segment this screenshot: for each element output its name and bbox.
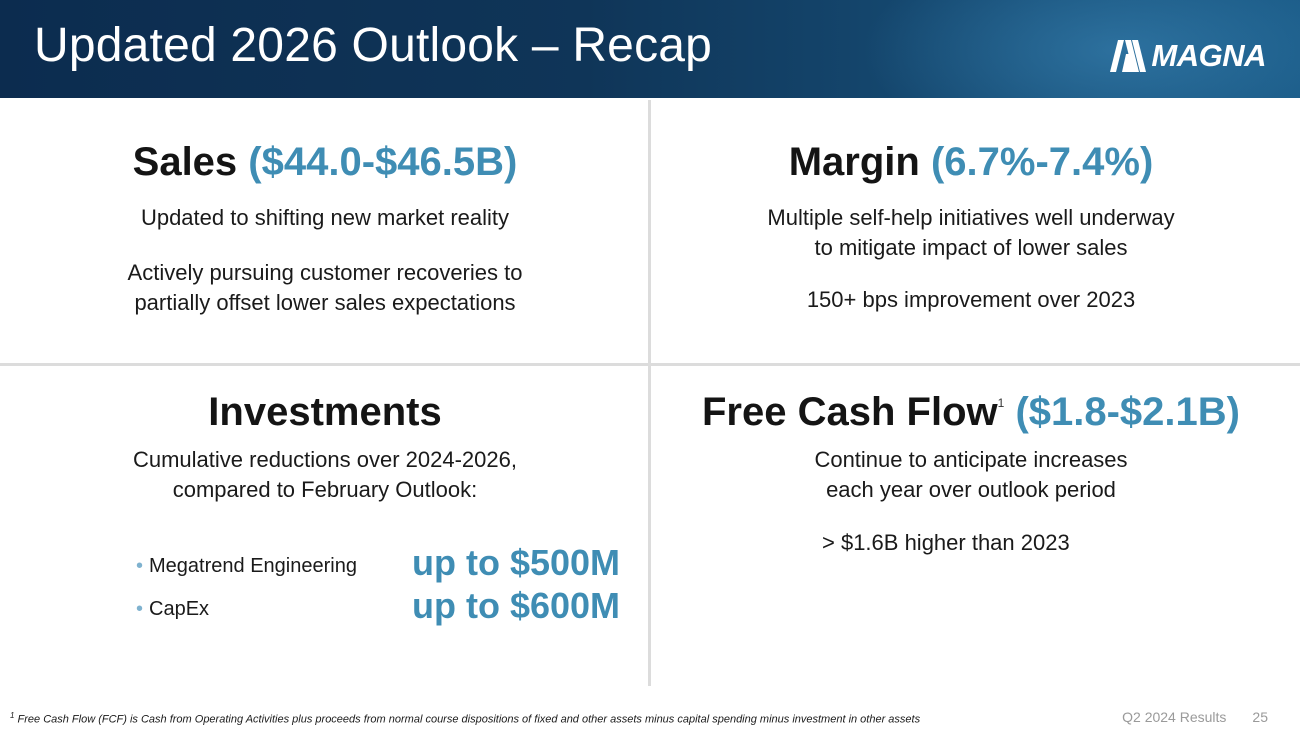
page-number: 25 — [1252, 709, 1268, 725]
sales-label: Sales — [132, 140, 238, 184]
footnote-text: Free Cash Flow (FCF) is Cash from Operat… — [17, 713, 921, 726]
fcf-heading: Free Cash Flow1 ($1.8-$2.1B) — [646, 390, 1296, 435]
bullet-icon: • — [136, 555, 144, 577]
bullet-icon: • — [136, 598, 144, 620]
item-label: Megatrend Engineering — [149, 555, 357, 577]
footnote-marker: 1 — [10, 711, 15, 720]
margin-line-1: Multiple self-help initiatives well unde… — [767, 205, 1175, 230]
sales-range: ($44.0-$46.5B) — [248, 140, 518, 184]
item-label: CapEx — [149, 598, 210, 620]
item-value: up to $600M — [412, 585, 621, 626]
margin-heading: Margin (6.7%-7.4%) — [646, 140, 1296, 185]
investments-heading: Investments — [208, 390, 442, 434]
logo-wordmark: MAGNA — [1151, 38, 1266, 73]
page-title: Updated 2026 Outlook – Recap — [34, 19, 713, 72]
sales-line-2: Actively pursuing customer recoveries to — [127, 260, 523, 285]
fcf-line-1: Continue to anticipate increases — [814, 447, 1128, 472]
vertical-divider — [648, 100, 651, 686]
item-value: up to $500M — [412, 542, 621, 583]
footer-meta: Q2 2024 Results 25 — [1122, 709, 1268, 725]
fcf-line-2: each year over outlook period — [826, 477, 1116, 502]
sales-quadrant: Sales ($44.0-$46.5B) Updated to shifting… — [0, 140, 650, 318]
list-item: • CapEx up to $600M — [136, 583, 636, 627]
investments-line-1: Cumulative reductions over 2024-2026, — [132, 447, 517, 472]
header-banner: Updated 2026 Outlook – Recap MAGNA — [0, 0, 1300, 98]
investments-line-2: compared to February Outlook: — [172, 477, 478, 502]
fcf-label: Free Cash Flow — [702, 390, 998, 434]
margin-range: (6.7%-7.4%) — [930, 140, 1154, 184]
sales-line-3: partially offset lower sales expectation… — [134, 290, 516, 315]
magna-logo-icon — [1110, 40, 1147, 72]
investments-quadrant: Investments Cumulative reductions over 2… — [0, 390, 650, 505]
magna-logo: MAGNA — [1109, 39, 1266, 73]
footnote: 1 Free Cash Flow (FCF) is Cash from Oper… — [10, 711, 920, 726]
header-glow — [860, 0, 1300, 98]
horizontal-divider — [0, 363, 1300, 366]
fcf-footnote-marker: 1 — [997, 396, 1005, 410]
list-item: • Megatrend Engineering up to $500M — [136, 540, 636, 584]
margin-line-2: to mitigate impact of lower sales — [814, 235, 1128, 260]
fcf-line-3: > $1.6B higher than 2023 — [822, 530, 1070, 555]
margin-quadrant: Margin (6.7%-7.4%) Multiple self-help in… — [646, 140, 1296, 315]
sales-heading: Sales ($44.0-$46.5B) — [0, 140, 650, 185]
fcf-range: ($1.8-$2.1B) — [1015, 390, 1240, 434]
margin-label: Margin — [788, 140, 920, 184]
fcf-quadrant: Free Cash Flow1 ($1.8-$2.1B) Continue to… — [646, 390, 1296, 505]
report-label: Q2 2024 Results — [1122, 709, 1227, 725]
sales-line-1: Updated to shifting new market reality — [140, 205, 510, 230]
margin-line-3: 150+ bps improvement over 2023 — [806, 287, 1136, 312]
